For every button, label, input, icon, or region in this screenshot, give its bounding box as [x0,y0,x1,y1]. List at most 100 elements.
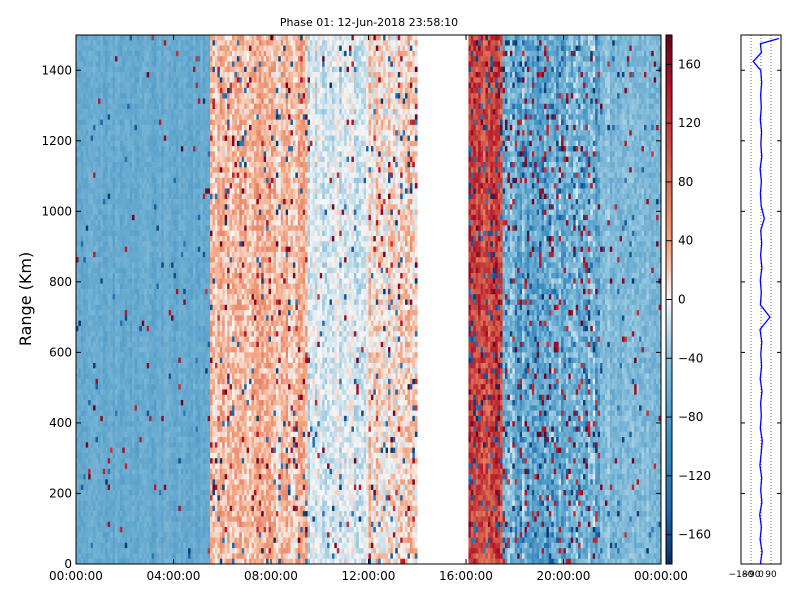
heatmap-cell [141,72,145,78]
heatmap-cell [110,542,113,549]
heatmap-cell [180,299,184,306]
heatmap-cell [166,378,169,385]
heatmap-cell [124,431,128,438]
heatmap-cell [112,193,116,200]
heatmap-cell [115,474,118,480]
heatmap-cell [90,209,94,216]
heatmap-cell [163,368,167,374]
heatmap-cell [149,183,152,189]
heatmap-cell [163,161,167,168]
heatmap-cell [102,283,106,290]
heatmap-cell [136,511,140,517]
heatmap-cell [76,373,79,380]
heatmap-cell [175,72,179,78]
heatmap-cell [168,495,172,501]
heatmap-cell [156,257,160,263]
heatmap-cell [115,225,118,232]
heatmap-cell [112,479,116,485]
heatmap-cell [149,35,152,41]
heatmap-cell [127,542,130,549]
heatmap-cell [107,304,111,311]
heatmap-cell [173,103,177,110]
heatmap-cell [158,236,162,242]
heatmap-cell [93,246,96,253]
heatmap-cell [85,267,89,274]
heatmap-cell [158,458,162,464]
heatmap-cell [146,400,150,406]
heatmap-cell [163,452,167,459]
heatmap-cell [112,98,116,105]
heatmap-cell [154,225,157,232]
heatmap-cell [163,331,167,337]
heatmap-cell [90,426,94,433]
heatmap-cell [115,156,118,163]
heatmap-cell [171,299,174,306]
heatmap-cell [171,458,174,464]
heatmap-cell [149,109,152,115]
heatmap-cell [97,241,101,247]
heatmap-cell [88,288,91,295]
heatmap-cell [146,82,150,89]
heatmap-cell [117,373,121,380]
heatmap-cell [83,225,87,232]
heatmap-cell [97,177,101,184]
heatmap-cell [102,368,106,374]
heatmap-cell [107,315,111,321]
heatmap-cell [183,262,186,269]
heatmap-cell [119,288,123,295]
heatmap-cell [115,146,118,152]
heatmap-cell [185,140,189,147]
heatmap-cell [154,172,157,179]
heatmap-cell [124,394,128,401]
heatmap-cell [105,151,108,157]
heatmap-cell [76,299,79,306]
heatmap-cell [115,130,118,136]
heatmap-cell [173,447,177,454]
heatmap-cell [83,474,87,480]
heatmap-cell [110,225,113,232]
heatmap-cell [139,87,143,94]
heatmap-cell [163,61,167,68]
heatmap-cell [115,72,118,78]
heatmap-cell [146,521,150,528]
heatmap-cell [76,526,79,533]
heatmap-cell [166,315,169,321]
heatmap-cell [180,447,184,454]
heatmap-cell [100,236,104,242]
heatmap-cell [163,431,167,438]
heatmap-cell [154,209,157,216]
heatmap-cell [144,278,147,284]
heatmap-cell [183,130,186,136]
heatmap-cell [100,251,104,258]
heatmap-cell [119,516,123,522]
heatmap-cell [173,362,177,369]
heatmap-cell [151,198,155,205]
heatmap-cell [112,35,116,41]
heatmap-cell [117,378,121,385]
heatmap-cell [93,378,96,385]
heatmap-cell [178,553,182,560]
heatmap-cell [115,521,118,528]
heatmap-cell [163,288,167,295]
heatmap-cell [190,204,194,210]
heatmap-cell [97,50,101,57]
heatmap-cell [163,151,167,157]
heatmap-cell [173,50,177,57]
heatmap-cell [156,140,160,147]
heatmap-cell [185,405,189,411]
heatmap-cell [90,40,94,46]
heatmap-cell [171,394,174,401]
heatmap-cell [158,167,162,173]
heatmap-cell [95,452,99,459]
heatmap-cell [76,378,79,385]
heatmap-cell [141,516,145,522]
heatmap-cell [112,389,116,396]
heatmap-cell [139,98,143,105]
heatmap-cell [171,98,174,105]
heatmap-cell [76,214,79,221]
heatmap-cell [95,188,99,194]
heatmap-cell [107,273,111,279]
heatmap-cell [173,114,177,120]
heatmap-cell [180,526,184,533]
heatmap-cell [110,209,113,216]
